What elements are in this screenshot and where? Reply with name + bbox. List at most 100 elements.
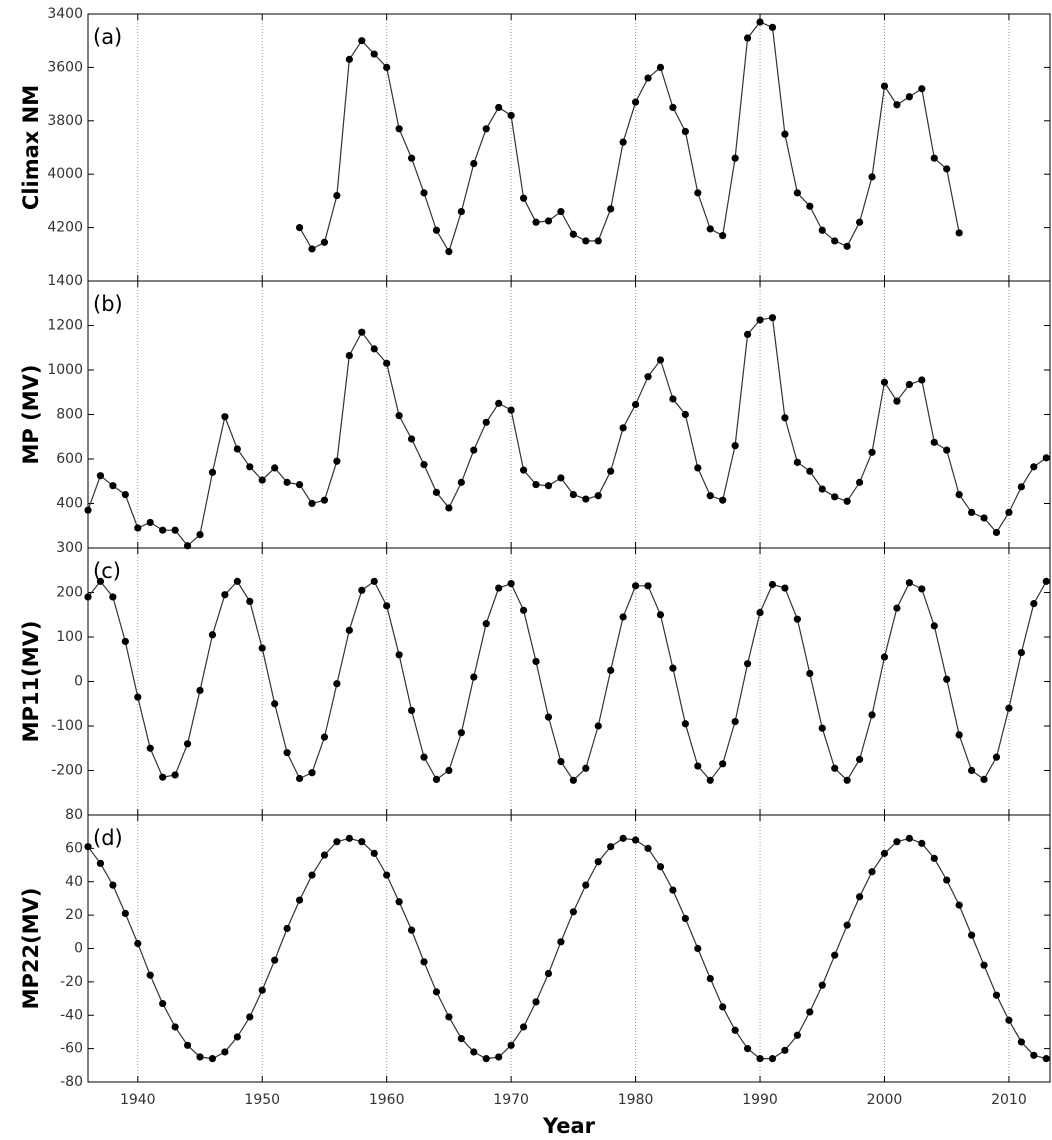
data-line xyxy=(87,580,1047,782)
data-line xyxy=(87,837,1047,1060)
data-point xyxy=(706,776,714,784)
data-point xyxy=(582,237,590,245)
data-point xyxy=(246,1013,254,1021)
data-point xyxy=(893,604,901,612)
data-point xyxy=(532,998,540,1006)
data-point xyxy=(333,838,341,846)
y-tick-label: 3600 xyxy=(47,59,83,75)
data-point xyxy=(544,217,553,225)
data-point xyxy=(482,418,490,426)
data-point xyxy=(905,380,913,389)
data-point xyxy=(557,207,565,216)
data-point xyxy=(743,660,752,668)
data-point xyxy=(258,476,266,484)
data-point xyxy=(644,582,652,590)
data-point xyxy=(308,499,316,508)
data-point xyxy=(1042,577,1050,585)
data-point xyxy=(295,224,304,232)
data-point xyxy=(943,675,951,683)
data-point xyxy=(171,526,179,534)
data-point xyxy=(345,351,353,360)
data-point xyxy=(383,871,391,879)
data-point xyxy=(967,766,976,775)
data-point xyxy=(694,464,702,472)
data-point xyxy=(980,961,988,969)
data-point xyxy=(694,762,702,770)
data-point xyxy=(806,202,814,210)
data-point xyxy=(905,93,913,101)
data-point xyxy=(519,1023,528,1031)
data-point xyxy=(196,1053,204,1061)
y-tick-label: 4000 xyxy=(47,166,83,182)
data-point xyxy=(955,901,963,909)
panel-label: (a) xyxy=(93,25,122,49)
data-point xyxy=(308,769,316,777)
y-tick-label: 4200 xyxy=(47,220,83,236)
data-point xyxy=(719,496,727,504)
data-point xyxy=(383,63,391,71)
data-point xyxy=(967,931,976,939)
data-point xyxy=(880,378,889,386)
data-point xyxy=(768,580,777,589)
data-point xyxy=(1030,463,1038,471)
data-point xyxy=(333,680,341,688)
y-tick-label: 100 xyxy=(56,629,83,645)
data-point xyxy=(669,395,677,403)
data-point xyxy=(333,457,341,465)
data-point xyxy=(868,173,876,181)
x-tick-label: 2010 xyxy=(991,1092,1027,1108)
data-point xyxy=(358,37,366,45)
data-point xyxy=(855,893,864,901)
data-point xyxy=(1005,704,1013,712)
y-tick-label: 1200 xyxy=(47,318,83,334)
data-point xyxy=(308,245,316,253)
data-point xyxy=(432,488,441,496)
data-point xyxy=(669,103,677,112)
data-point xyxy=(246,463,254,471)
data-point xyxy=(519,606,528,614)
data-point xyxy=(246,597,254,606)
data-point xyxy=(507,580,515,588)
data-point xyxy=(1005,1016,1013,1024)
data-point xyxy=(96,859,105,867)
y-tick-label: 0 xyxy=(74,674,83,690)
data-point xyxy=(781,584,789,592)
data-point xyxy=(395,651,403,659)
data-point xyxy=(594,237,602,245)
data-point xyxy=(84,843,92,851)
data-point xyxy=(345,55,353,63)
data-point xyxy=(831,237,839,245)
data-point xyxy=(208,631,217,639)
data-point xyxy=(1005,508,1013,516)
y-tick-label: 0 xyxy=(74,941,83,957)
data-point xyxy=(557,758,565,766)
data-point xyxy=(831,493,839,501)
data-point xyxy=(121,909,129,918)
data-point xyxy=(756,608,764,617)
y-tick-label: -80 xyxy=(60,1074,83,1090)
data-point xyxy=(134,939,142,948)
data-point xyxy=(507,1041,515,1049)
y-tick-label: 60 xyxy=(65,840,83,856)
data-point xyxy=(295,480,304,489)
data-point xyxy=(992,528,1001,537)
plot-frame xyxy=(87,280,1051,549)
data-point xyxy=(1017,648,1025,657)
x-tick-label: 1950 xyxy=(244,1092,280,1108)
data-point xyxy=(694,189,702,197)
y-tick-label: 80 xyxy=(65,807,83,823)
data-point xyxy=(445,504,453,512)
data-point xyxy=(719,232,727,240)
data-point xyxy=(233,577,241,585)
data-point xyxy=(768,23,777,31)
data-point xyxy=(781,414,789,422)
data-point xyxy=(893,101,901,109)
data-point xyxy=(395,125,403,133)
data-point xyxy=(457,1035,465,1043)
plot-frame xyxy=(87,547,1051,816)
panel-label: (d) xyxy=(93,826,123,850)
data-point xyxy=(1017,1038,1025,1046)
y-tick-label: -60 xyxy=(60,1041,83,1057)
data-point xyxy=(271,700,279,708)
data-point xyxy=(943,876,951,884)
